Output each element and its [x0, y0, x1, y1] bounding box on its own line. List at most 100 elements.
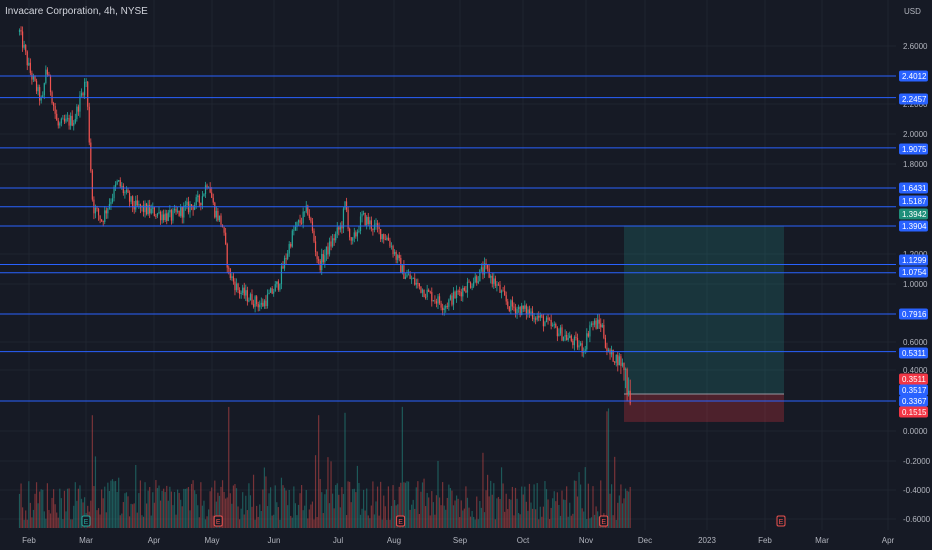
volume-bar — [214, 480, 216, 528]
price-badge — [899, 208, 928, 220]
volume-bar — [211, 487, 213, 528]
volume-bar — [411, 504, 413, 528]
candle-body — [420, 286, 422, 293]
candle-body — [90, 142, 92, 171]
volume-bar — [491, 494, 493, 528]
volume-bar — [378, 515, 380, 528]
volume-bar — [553, 491, 555, 528]
long-position-tool[interactable] — [624, 225, 784, 422]
candle-body — [85, 81, 87, 83]
volume-bar — [576, 496, 579, 528]
volume-bar — [125, 492, 128, 528]
earnings-marker-label: E — [601, 519, 606, 526]
volume-bar — [248, 483, 250, 528]
volume-bar — [350, 502, 352, 528]
candle-body — [363, 212, 365, 214]
volume-bar — [471, 511, 473, 528]
earnings-marker[interactable] — [599, 515, 609, 527]
earnings-marker[interactable] — [776, 515, 786, 527]
stop-zone[interactable] — [624, 393, 784, 422]
volume-bar — [53, 489, 55, 528]
volume-bar — [285, 490, 287, 528]
volume-bar — [132, 504, 134, 528]
candle-body — [35, 80, 38, 92]
earnings-marker-label: E — [779, 519, 784, 526]
volume-bar — [271, 515, 273, 528]
volume-bar — [122, 502, 124, 528]
candle-body — [245, 290, 247, 296]
volume-bar — [170, 491, 172, 528]
volume-bar — [135, 464, 137, 528]
volume-bar — [566, 486, 568, 528]
volume-bar — [321, 492, 323, 528]
candle-body — [375, 223, 377, 225]
candle-body — [218, 215, 221, 221]
volume-bar — [82, 502, 84, 528]
candle-body — [370, 220, 372, 229]
candle-body — [538, 316, 540, 318]
candle-body — [514, 307, 517, 314]
volume-bar — [110, 480, 112, 528]
candle-body — [415, 283, 417, 285]
earnings-marker[interactable] — [81, 515, 91, 527]
volume-bar — [42, 489, 44, 528]
horizontal-levels[interactable] — [0, 75, 896, 402]
volume-bar — [84, 497, 86, 528]
volume-bar — [324, 494, 326, 528]
candle-body — [302, 211, 304, 224]
volume-bar — [356, 465, 358, 528]
candle-body — [276, 281, 278, 285]
volume-bar — [510, 499, 512, 528]
volume-bar — [535, 509, 537, 528]
price-badge-label: 0.3367 — [902, 397, 927, 406]
candle-body — [152, 207, 154, 209]
earnings-marker[interactable] — [213, 515, 223, 527]
volume-bar — [621, 503, 624, 528]
volume-bar — [555, 501, 557, 528]
candle-body — [381, 234, 383, 240]
volume-bar — [533, 484, 535, 528]
volume-bar — [77, 488, 79, 528]
time-axis[interactable]: Feb Mar Apr May Jun Jul Aug Sep Oct Nov Dec 2023 Feb… — [0, 530, 932, 550]
price-badge — [899, 373, 928, 385]
candle-body — [73, 122, 75, 126]
volume-bar — [375, 501, 377, 528]
volume-bar — [456, 495, 458, 528]
volume-bar — [521, 486, 523, 528]
volume-bar — [423, 478, 425, 528]
volume-bar — [417, 481, 419, 528]
volume-bar — [204, 519, 207, 528]
time-tick-label: Sep — [453, 536, 468, 545]
target-zone[interactable] — [624, 225, 784, 394]
candle-body — [319, 260, 321, 271]
candle-body — [390, 246, 393, 248]
candle-body — [617, 354, 619, 366]
volume-bar — [513, 515, 515, 528]
candle-body — [607, 349, 610, 353]
candle-body — [336, 227, 338, 234]
candle-body — [380, 229, 382, 240]
candle-body — [590, 323, 593, 326]
candlestick-series[interactable] — [18, 26, 631, 406]
candle-body — [305, 205, 307, 212]
candle-body — [511, 300, 513, 307]
candle-body — [414, 278, 416, 285]
candle-body — [407, 274, 410, 276]
volume-bar — [93, 486, 95, 528]
candle-body — [497, 284, 500, 286]
volume-bar — [480, 507, 482, 528]
earnings-marker[interactable] — [396, 515, 406, 527]
price-badge-label: 0.1515 — [902, 408, 927, 417]
candle-body — [266, 294, 269, 307]
candle-body — [466, 281, 469, 293]
time-tick-label: Jul — [333, 536, 343, 545]
volume-bar — [166, 485, 168, 528]
candle-body — [482, 267, 484, 275]
candle-body — [572, 340, 574, 346]
time-axis-background[interactable] — [0, 530, 932, 550]
volume-bar — [511, 486, 513, 528]
candle-body — [476, 276, 478, 283]
